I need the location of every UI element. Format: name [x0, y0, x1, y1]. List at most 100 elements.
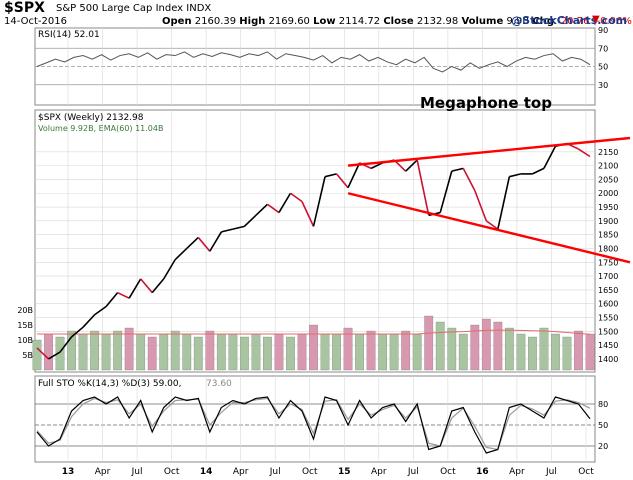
price-segment [197, 236, 211, 252]
price-segment [94, 305, 107, 316]
volume-bar [263, 336, 272, 371]
sto-k-line [36, 396, 591, 454]
x-axis-labels: 13 Apr Jul Oct 14 Apr Jul Oct 15 Apr Jul Oct 16 Apr Ju… [62, 467, 595, 477]
volume-bar [274, 333, 284, 371]
x-tick-label: Oct [440, 467, 456, 477]
x-tick-label: Apr [95, 467, 111, 477]
x-tick-label: 14 [200, 467, 213, 477]
sto-tick-label: 80 [598, 400, 608, 409]
price-line [36, 142, 591, 360]
volume-bar [193, 336, 203, 371]
price-tick-label: 1700 [598, 272, 618, 281]
volume-bar [435, 321, 445, 371]
x-tick-label: Jul [131, 467, 143, 477]
rsi-tick-label: 90 [598, 26, 608, 35]
x-tick-label: Apr [371, 467, 387, 477]
volume-bar [378, 333, 388, 371]
volume-bar [205, 330, 215, 371]
volume-bar [389, 333, 399, 371]
down-arrow-icon: ▼ [592, 14, 600, 25]
price-segment [186, 236, 199, 250]
price-segment [48, 351, 61, 360]
x-tick-label: 13 [62, 467, 75, 477]
x-tick-label: Jul [545, 467, 557, 477]
volume-bar [332, 333, 341, 371]
volume-bar [251, 333, 261, 371]
x-tick-label: Oct [578, 467, 594, 477]
volume-bar [447, 327, 457, 371]
volume-bar [216, 333, 226, 371]
price-tick-label: 1400 [598, 355, 618, 364]
upper-trendline [347, 136, 631, 167]
volume-bar [493, 321, 503, 371]
volume-bar [504, 327, 514, 371]
volume-bar [159, 333, 169, 371]
price-tick-label: 2150 [598, 148, 618, 157]
low-label: Low [313, 16, 336, 27]
volume-tick-label: 15B [17, 321, 33, 330]
rsi-tick-label: 70 [598, 44, 608, 53]
price-tick-label: 1950 [598, 203, 618, 212]
price-segment [370, 162, 383, 170]
volume-bar [401, 330, 411, 371]
volume-bar [90, 330, 99, 371]
low-value: 2114.72 [338, 16, 381, 27]
volume-bar [101, 333, 111, 371]
price-tick-label: 1450 [598, 341, 618, 350]
close-value: 2132.98 [416, 16, 459, 27]
price-segment [82, 314, 96, 328]
volume-ema-line [37, 329, 591, 335]
price-tick-label: 2000 [598, 189, 618, 198]
x-tick-label: 16 [476, 467, 489, 477]
sto-series [36, 396, 591, 454]
y-axis-labels: 1400 1450 1500 1550 1600 1650 1700 1750 1800 1850… [17, 26, 618, 451]
price-tick-label: 1550 [598, 314, 618, 323]
sto-panel [34, 375, 596, 463]
brand-logo: @StockCharts.com [511, 14, 627, 27]
volume-bar [55, 336, 65, 371]
price-legend: $SPX (Weekly) 2132.98 [38, 113, 144, 123]
sto-tick-label: 50 [598, 421, 608, 430]
x-tick-label: Oct [164, 467, 180, 477]
volume-tick-label: 20B [17, 306, 33, 315]
price-segment [543, 145, 557, 169]
price-segment [335, 173, 349, 189]
price-segment [497, 176, 511, 230]
price-segment [301, 201, 315, 227]
high-label: High [239, 16, 266, 27]
price-segment [347, 162, 361, 189]
price-segment [151, 278, 165, 294]
price-segment [474, 190, 488, 222]
price-segment [462, 168, 476, 191]
price-segment [59, 336, 73, 353]
rsi-series [36, 51, 591, 73]
price-segment [485, 220, 499, 230]
price-segment [278, 192, 292, 213]
volume-bar [585, 333, 595, 371]
volume-bar [366, 330, 376, 371]
open-value: 2160.39 [194, 16, 237, 27]
volume-bars [32, 315, 595, 371]
price-segment [451, 167, 464, 172]
volume-bar [124, 327, 134, 371]
price-segment [324, 173, 337, 178]
price-segment [232, 225, 245, 230]
price-segment [509, 173, 522, 178]
volume-tick-label: 10B [17, 336, 33, 345]
volume-bar [182, 333, 192, 371]
volume-bar [67, 330, 76, 371]
x-tick-label: Jul [407, 467, 419, 477]
volume-bar [412, 333, 422, 371]
price-tick-label: 1850 [598, 231, 618, 240]
volume-bar [286, 336, 295, 371]
rsi-tick-label: 50 [598, 63, 608, 72]
price-segment [405, 159, 418, 172]
price-segment [255, 203, 268, 216]
volume-bar [458, 333, 468, 371]
volume-bar [170, 330, 180, 371]
price-tick-label: 1500 [598, 327, 618, 336]
volume-bar [113, 330, 123, 371]
volume-legend: Volume 9.92B, EMA(60) 11.04B [38, 124, 163, 133]
price-segment [439, 170, 453, 213]
rsi-line [36, 51, 591, 73]
